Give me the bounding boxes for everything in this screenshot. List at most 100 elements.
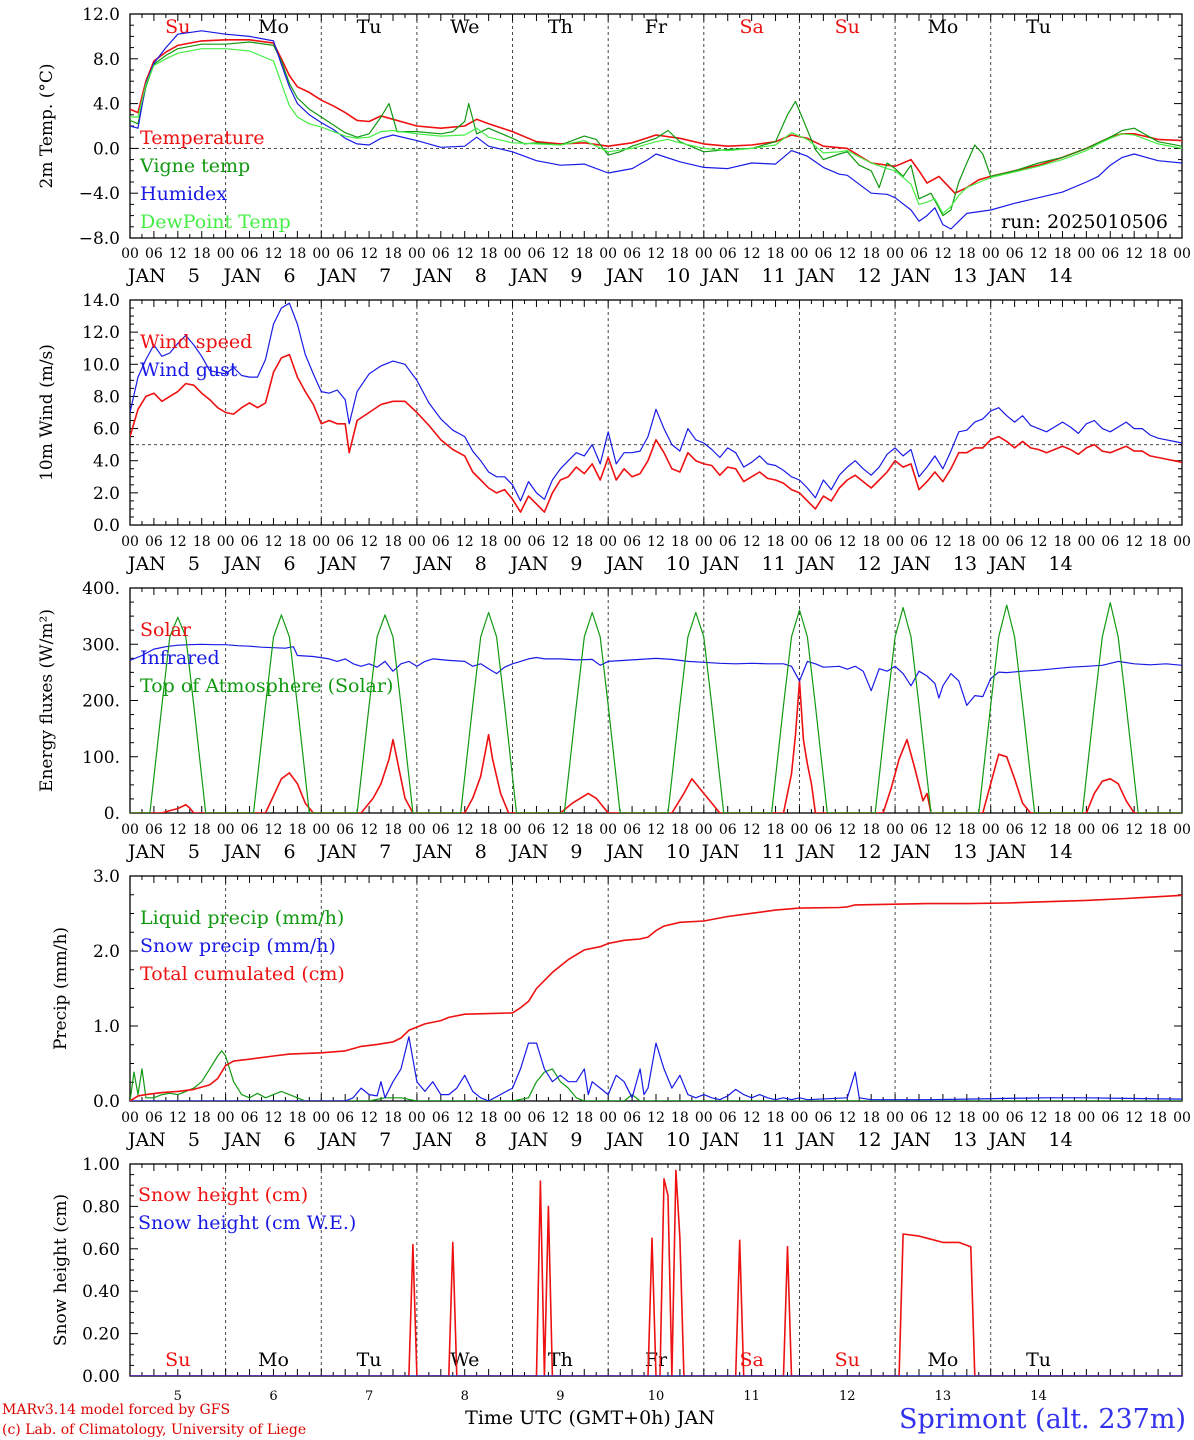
plot-frame bbox=[129, 587, 1183, 814]
y-tick-label: 0.60 bbox=[82, 1240, 120, 1260]
day-number-label: 9 bbox=[556, 1389, 564, 1404]
hour-tick-label: 00 bbox=[982, 822, 1000, 838]
weekday-label: Fr bbox=[645, 1349, 668, 1371]
hour-tick-label: 06 bbox=[1101, 534, 1119, 550]
day-month-label: JAN bbox=[604, 265, 644, 287]
day-month-label: JAN bbox=[891, 841, 931, 863]
y-axis-title: 10m Wind (m/s) bbox=[37, 344, 57, 481]
day-month-label: JAN bbox=[413, 553, 453, 575]
hour-tick-label: 18 bbox=[575, 1110, 593, 1126]
day-number-label: 10 bbox=[666, 553, 690, 575]
legend-entry: Infrared bbox=[140, 647, 220, 669]
day-number-label: 12 bbox=[857, 265, 881, 287]
hour-tick-label: 12 bbox=[1030, 534, 1048, 550]
hour-tick-label: 12 bbox=[647, 246, 665, 262]
hour-tick-label: 12 bbox=[1030, 246, 1048, 262]
hour-tick-label: 18 bbox=[384, 1110, 402, 1126]
day-month-label: JAN bbox=[317, 265, 357, 287]
hour-tick-label: 12 bbox=[838, 534, 856, 550]
y-tick-label: 0.80 bbox=[82, 1197, 120, 1217]
y-tick-label: 12.0 bbox=[82, 5, 120, 25]
day-number-label: 12 bbox=[857, 841, 881, 863]
day-number-label: 14 bbox=[1049, 1129, 1073, 1151]
hour-tick-label: 00 bbox=[886, 1110, 904, 1126]
weekday-label: Tu bbox=[357, 1349, 382, 1371]
day-month-label: JAN bbox=[604, 553, 644, 575]
hour-tick-label: 12 bbox=[934, 534, 952, 550]
hour-tick-label: 12 bbox=[551, 246, 569, 262]
day-number-label: 5 bbox=[188, 1129, 200, 1151]
hour-tick-label: 00 bbox=[121, 534, 139, 550]
weekday-label: Su bbox=[835, 16, 860, 38]
weekday-label: Th bbox=[548, 16, 573, 38]
hour-tick-label: 12 bbox=[934, 246, 952, 262]
station-title: Sprimont (alt. 237m) bbox=[899, 1404, 1186, 1435]
day-month-label: JAN bbox=[221, 265, 261, 287]
hour-tick-label: 12 bbox=[838, 1110, 856, 1126]
y-tick-label: 10.0 bbox=[82, 355, 120, 375]
day-month-label: JAN bbox=[508, 841, 548, 863]
hour-tick-label: 18 bbox=[671, 1110, 689, 1126]
day-number-label: 6 bbox=[283, 1129, 295, 1151]
day-number-label: 8 bbox=[475, 1129, 487, 1151]
y-tick-label: 200. bbox=[82, 692, 120, 712]
hour-tick-label: 18 bbox=[958, 534, 976, 550]
hour-tick-label: 18 bbox=[193, 246, 211, 262]
day-number-label: 9 bbox=[570, 841, 582, 863]
day-number-label: 13 bbox=[953, 553, 977, 575]
weekday-label: Mo bbox=[927, 16, 958, 38]
legend-entry: Total cumulated (cm) bbox=[140, 963, 345, 985]
y-axis-title: Snow height (cm) bbox=[51, 1194, 71, 1346]
hour-tick-label: 06 bbox=[719, 534, 737, 550]
y-tick-label: 100. bbox=[82, 748, 120, 768]
day-number-label: 6 bbox=[283, 553, 295, 575]
hour-tick-label: 18 bbox=[1054, 822, 1072, 838]
hour-tick-label: 06 bbox=[910, 1110, 928, 1126]
day-number-label: 11 bbox=[762, 265, 786, 287]
hour-tick-label: 12 bbox=[647, 822, 665, 838]
hour-tick-label: 00 bbox=[695, 534, 713, 550]
legend-entry: Wind speed bbox=[140, 331, 252, 353]
hour-tick-label: 12 bbox=[743, 246, 761, 262]
day-number-label: 8 bbox=[475, 265, 487, 287]
hour-tick-label: 06 bbox=[528, 534, 546, 550]
hour-tick-label: 12 bbox=[551, 822, 569, 838]
hour-tick-label: 12 bbox=[647, 534, 665, 550]
hour-tick-label: 06 bbox=[814, 1110, 832, 1126]
hour-tick-label: 00 bbox=[886, 822, 904, 838]
y-tick-label: 8.0 bbox=[93, 50, 120, 70]
legend-entry: Temperature bbox=[140, 127, 264, 149]
day-month-label: JAN bbox=[413, 1129, 453, 1151]
day-number-label: 12 bbox=[857, 553, 881, 575]
hour-tick-label: 00 bbox=[1173, 534, 1191, 550]
day-month-label: JAN bbox=[700, 1129, 740, 1151]
hour-tick-label: 06 bbox=[1101, 822, 1119, 838]
day-month-label: JAN bbox=[795, 1129, 835, 1151]
hour-tick-label: 18 bbox=[767, 534, 785, 550]
weekday-label: Mo bbox=[927, 1349, 958, 1371]
day-month-label: JAN bbox=[508, 1129, 548, 1151]
day-number-label: 13 bbox=[953, 841, 977, 863]
hour-tick-label: 00 bbox=[504, 534, 522, 550]
hour-tick-label: 18 bbox=[480, 246, 498, 262]
hour-tick-label: 12 bbox=[456, 246, 474, 262]
series-line-temperature bbox=[130, 38, 1182, 194]
hour-tick-label: 18 bbox=[480, 1110, 498, 1126]
hour-tick-label: 18 bbox=[193, 1110, 211, 1126]
legend-entry: Liquid precip (mm/h) bbox=[140, 907, 344, 929]
hour-tick-label: 06 bbox=[145, 822, 163, 838]
y-tick-label: 2.0 bbox=[93, 484, 120, 504]
hour-tick-label: 18 bbox=[767, 246, 785, 262]
hour-tick-label: 00 bbox=[504, 246, 522, 262]
legend-entry: Vigne temp bbox=[139, 155, 250, 177]
hour-tick-label: 00 bbox=[121, 822, 139, 838]
weekday-label: Tu bbox=[1026, 1349, 1051, 1371]
hour-tick-label: 18 bbox=[1149, 534, 1167, 550]
hour-tick-label: 00 bbox=[121, 246, 139, 262]
hour-tick-label: 18 bbox=[193, 822, 211, 838]
weekday-label: Sa bbox=[739, 1349, 763, 1371]
day-number-label: 13 bbox=[953, 1129, 977, 1151]
day-number-label: 12 bbox=[839, 1389, 856, 1404]
legend-entry: Humidex bbox=[140, 183, 227, 205]
